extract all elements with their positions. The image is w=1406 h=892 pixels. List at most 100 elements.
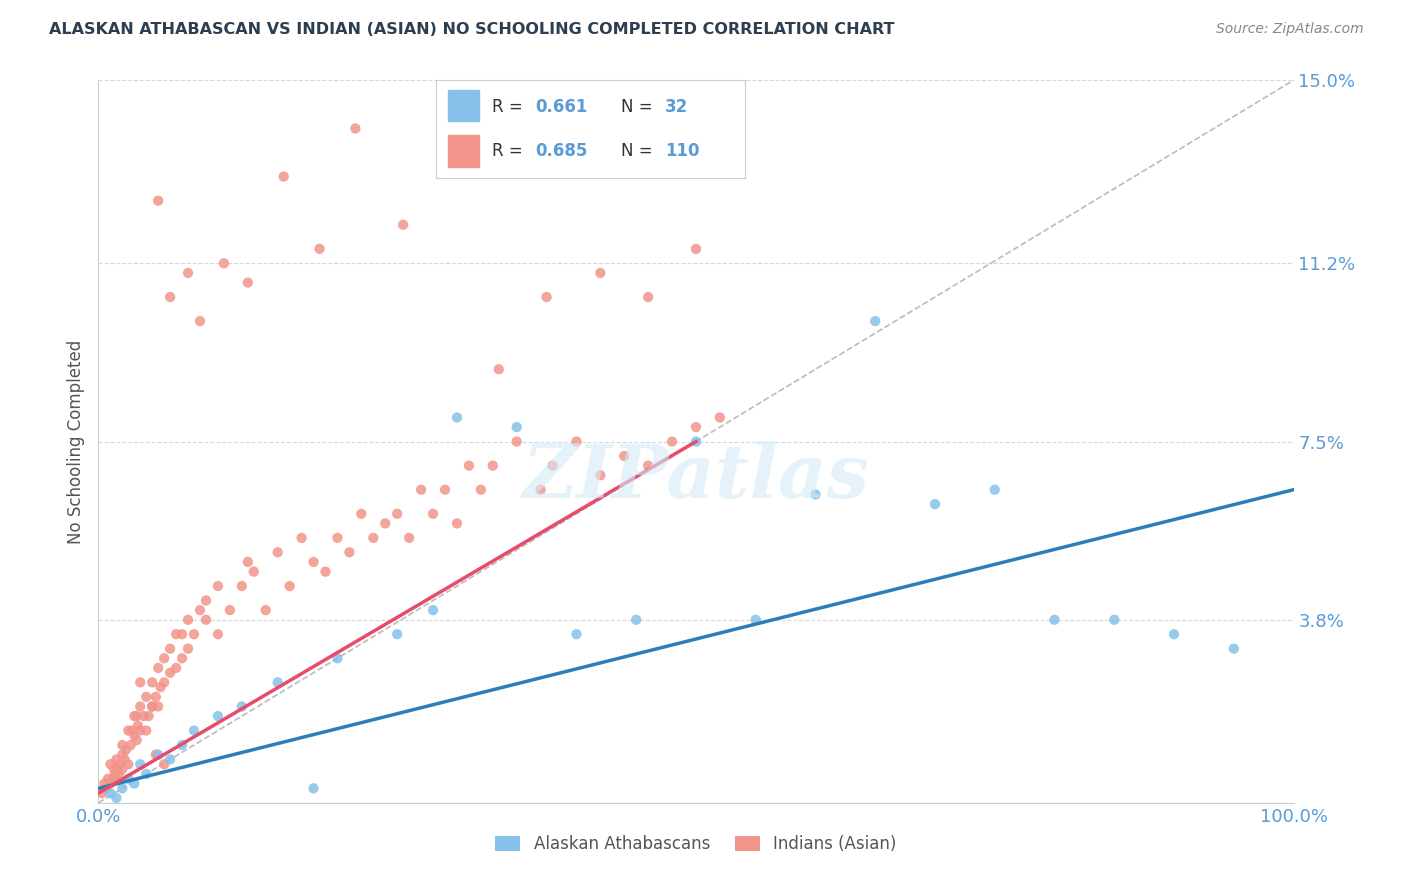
Point — [254, 603, 277, 617]
Point — [141, 699, 163, 714]
Point — [267, 545, 290, 559]
Point — [148, 747, 170, 762]
Point — [120, 738, 142, 752]
Point — [422, 603, 444, 617]
Point — [111, 738, 134, 752]
Point — [1104, 613, 1126, 627]
Point — [183, 723, 205, 738]
Point — [231, 699, 253, 714]
Text: ALASKAN ATHABASCAN VS INDIAN (ASIAN) NO SCHOOLING COMPLETED CORRELATION CHART: ALASKAN ATHABASCAN VS INDIAN (ASIAN) NO … — [49, 22, 894, 37]
Point — [565, 627, 588, 641]
Point — [111, 747, 134, 762]
Point — [1043, 613, 1066, 627]
Point — [392, 218, 415, 232]
Point — [117, 772, 139, 786]
Point — [91, 786, 114, 800]
Point — [153, 675, 176, 690]
Point — [804, 487, 827, 501]
Point — [924, 497, 946, 511]
Point — [114, 752, 136, 766]
Point — [339, 545, 361, 559]
Point — [385, 627, 409, 641]
Point — [98, 776, 122, 790]
Point — [506, 420, 529, 434]
Point — [589, 468, 612, 483]
Point — [159, 665, 181, 680]
Point — [385, 507, 409, 521]
Point — [121, 723, 143, 738]
Point — [685, 242, 707, 256]
Point — [107, 762, 129, 776]
Text: 0.685: 0.685 — [534, 142, 588, 160]
Point — [661, 434, 683, 449]
Point — [207, 579, 229, 593]
Point — [626, 613, 648, 627]
Point — [363, 531, 385, 545]
Point — [103, 762, 125, 776]
Point — [148, 194, 170, 208]
Point — [104, 767, 127, 781]
Point — [93, 776, 115, 790]
Point — [243, 565, 266, 579]
Point — [188, 314, 211, 328]
Point — [159, 752, 181, 766]
Point — [685, 420, 707, 434]
Point — [195, 613, 218, 627]
Point — [153, 651, 176, 665]
Point — [613, 449, 636, 463]
Point — [145, 690, 167, 704]
Point — [440, 145, 463, 160]
Point — [326, 531, 349, 545]
Point — [177, 266, 200, 280]
Point — [124, 709, 146, 723]
Text: Source: ZipAtlas.com: Source: ZipAtlas.com — [1216, 22, 1364, 37]
Point — [488, 362, 510, 376]
Point — [148, 699, 170, 714]
Y-axis label: No Schooling Completed: No Schooling Completed — [66, 340, 84, 543]
Point — [129, 757, 152, 772]
Point — [172, 738, 194, 752]
Text: 0.661: 0.661 — [534, 98, 588, 116]
Point — [458, 458, 481, 473]
Point — [530, 483, 553, 497]
Point — [135, 767, 157, 781]
Point — [315, 565, 337, 579]
Point — [97, 772, 120, 786]
Point — [129, 675, 152, 690]
Point — [398, 531, 420, 545]
Point — [117, 723, 139, 738]
Point — [374, 516, 396, 531]
Point — [177, 641, 200, 656]
Text: R =: R = — [492, 142, 522, 160]
Point — [308, 242, 330, 256]
Point — [149, 680, 172, 694]
Point — [98, 757, 122, 772]
Bar — [449, 136, 479, 167]
Point — [195, 593, 218, 607]
Point — [446, 516, 468, 531]
Point — [129, 699, 152, 714]
Point — [101, 772, 124, 786]
Point — [115, 743, 138, 757]
Point — [207, 627, 229, 641]
Point — [138, 709, 160, 723]
Point — [141, 699, 163, 714]
Point — [165, 661, 187, 675]
Point — [422, 507, 444, 521]
Legend: Alaskan Athabascans, Indians (Asian): Alaskan Athabascans, Indians (Asian) — [489, 828, 903, 860]
Point — [637, 290, 659, 304]
Point — [177, 613, 200, 627]
Point — [267, 675, 290, 690]
Point — [105, 791, 128, 805]
Point — [183, 627, 205, 641]
Point — [273, 169, 295, 184]
Point — [145, 747, 167, 762]
Point — [159, 641, 181, 656]
Point — [278, 579, 301, 593]
Point — [1223, 641, 1246, 656]
Point — [159, 290, 181, 304]
Point — [344, 121, 367, 136]
Point — [1163, 627, 1185, 641]
Text: N =: N = — [621, 142, 652, 160]
Point — [541, 458, 564, 473]
